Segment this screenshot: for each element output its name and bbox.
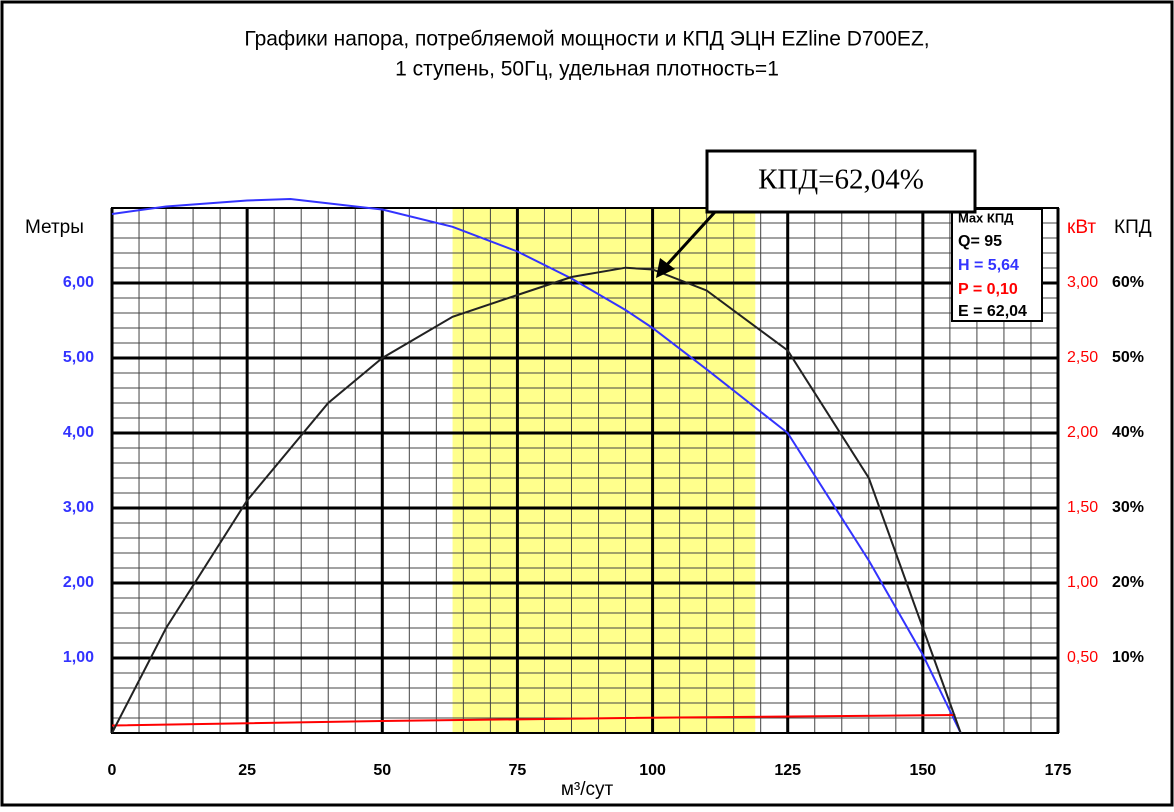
legend-e: E = 62,04 [958, 303, 1027, 320]
y-tick-label: 1,00 [63, 649, 94, 666]
y-tick-label: 5,00 [63, 349, 94, 366]
annotation-arrow [662, 210, 717, 270]
annotation: КПД=62,04% [758, 164, 924, 196]
y3-tick-label: 30% [1112, 499, 1144, 516]
arrow-head [656, 258, 675, 278]
legend-q: Q= 95 [958, 233, 1002, 250]
x-tick-label: 150 [910, 762, 937, 779]
y-tick-label: 4,00 [63, 424, 94, 441]
annotation-box [705, 149, 977, 214]
y-tick-label: 6,00 [63, 274, 94, 291]
series-line [111, 266, 962, 734]
y-axis-label: Метры [25, 217, 84, 238]
y3-tick-label: 50% [1112, 349, 1144, 366]
y2-tick-label: 2,00 [1067, 424, 1098, 441]
y2-tick-label: 2,50 [1067, 349, 1098, 366]
plot-area [110, 197, 1060, 734]
x-tick-label: 50 [373, 762, 391, 779]
y3-tick-label: 40% [1112, 424, 1144, 441]
legend-h: H = 5,64 [958, 257, 1019, 274]
series-line [111, 714, 956, 727]
y3-tick-label: 20% [1112, 574, 1144, 591]
chart-subtitle: 1 ступень, 50Гц, удельная плотность=1 [395, 58, 779, 81]
y2-axis-label: кВт [1067, 217, 1096, 238]
y2-tick-label: 1,50 [1067, 499, 1098, 516]
y-tick-label: 2,00 [63, 574, 94, 591]
y-tick-label: 3,00 [63, 499, 94, 516]
x-tick-label: 25 [238, 762, 256, 779]
y2-tick-label: 0,50 [1067, 649, 1098, 666]
x-axis-label: м³/сут [561, 779, 614, 800]
legend-p: P = 0,10 [958, 281, 1018, 298]
chart-title: Графики напора, потребляемой мощности и … [244, 28, 929, 51]
x-tick-label: 100 [639, 762, 666, 779]
x-tick-label: 75 [509, 762, 527, 779]
working-range [452, 208, 756, 733]
plot-border [111, 207, 1059, 734]
legend-title: Max КПД [958, 210, 1014, 225]
x-tick-label: 175 [1045, 762, 1072, 779]
y2-tick-label: 1,00 [1067, 574, 1098, 591]
y3-tick-label: 60% [1112, 274, 1144, 291]
y2-tick-label: 3,00 [1067, 274, 1098, 291]
x-tick-label: 125 [774, 762, 801, 779]
series-line [111, 197, 962, 734]
legend-box [951, 208, 1043, 322]
y3-tick-label: 10% [1112, 649, 1144, 666]
y3-axis-label: КПД [1114, 217, 1152, 238]
x-tick-label: 0 [108, 762, 117, 779]
